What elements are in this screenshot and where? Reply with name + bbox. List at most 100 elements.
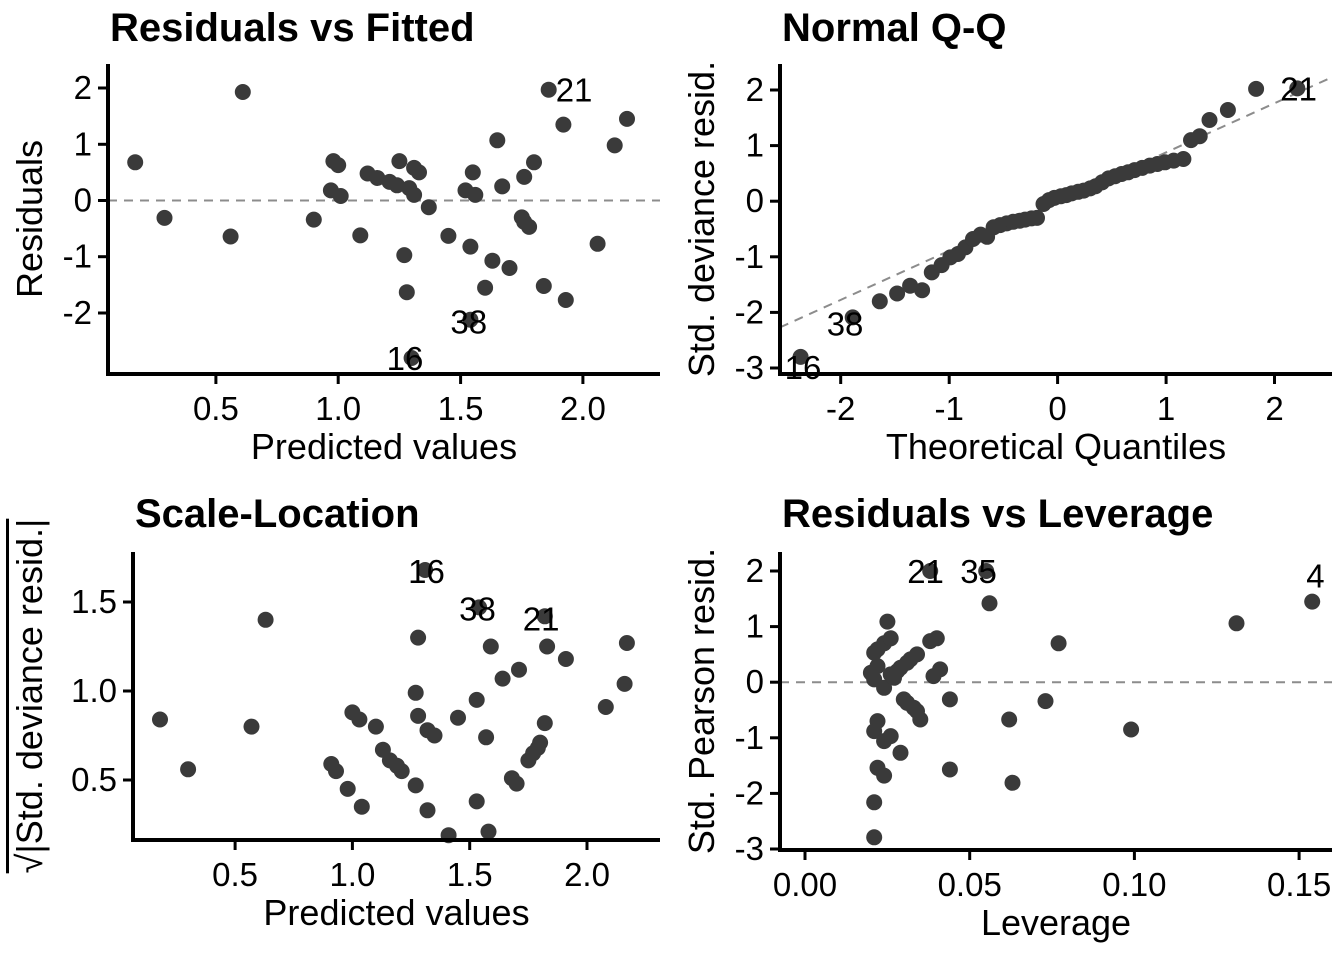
panel-scale-location: Scale-Location √|Std. deviance resid.| 1…: [0, 480, 672, 960]
data-point: [305, 211, 322, 228]
x-tick-label: 0.5: [193, 390, 239, 427]
data-point: [866, 829, 883, 846]
data-point: [494, 670, 511, 687]
data-point: [981, 595, 998, 612]
data-point: [417, 562, 434, 578]
x-tick-label: 2.0: [560, 390, 606, 427]
data-point: [978, 563, 995, 579]
y-tick-label: 1.5: [71, 583, 117, 620]
data-point: [1219, 102, 1236, 118]
data-point: [912, 711, 929, 728]
point-id-label-16: 16: [387, 340, 424, 377]
x-tick-label: 0.5: [212, 856, 258, 893]
data-point: [369, 170, 386, 186]
y-tick-label: 0: [746, 182, 764, 219]
y-tick-label: -2: [63, 294, 92, 331]
data-point: [866, 723, 883, 740]
x-axis-label: Leverage: [980, 902, 1132, 943]
data-point: [889, 285, 906, 302]
x-tick-label: 0.00: [773, 866, 837, 903]
x-tick-label: 1.5: [447, 856, 493, 893]
data-point: [468, 793, 485, 810]
y-tick-label: -1: [63, 238, 92, 275]
data-point: [351, 711, 368, 728]
data-point: [243, 718, 260, 735]
data-point: [589, 235, 606, 252]
x-axis-label: Theoretical Quantiles: [885, 426, 1227, 467]
y-tick-label: -1: [735, 719, 764, 756]
x-tick-label: 0: [1048, 390, 1066, 427]
data-point: [127, 154, 144, 171]
data-point: [511, 661, 527, 678]
data-point: [618, 635, 635, 651]
data-point: [1001, 711, 1018, 728]
data-point: [353, 798, 370, 815]
data-point: [484, 252, 501, 269]
y-tick-label: 0: [746, 663, 764, 700]
y-tick-label: 0: [74, 182, 92, 219]
data-point: [222, 228, 239, 245]
point-id-label-38: 38: [450, 304, 487, 341]
y-tick-label: 2: [74, 69, 92, 106]
panel-normal-qq: Normal Q-Q Std. deviance resid. 21 38 16 -2…: [672, 0, 1344, 480]
data-point: [516, 168, 533, 185]
data-point: [411, 164, 427, 181]
data-point: [234, 84, 251, 100]
data-point: [871, 293, 888, 310]
data-point: [536, 715, 553, 732]
data-point: [407, 684, 424, 701]
data-point: [844, 309, 861, 326]
data-point: [391, 153, 408, 170]
y-tick-label: 1: [74, 125, 92, 162]
y-tick-label: 1: [746, 127, 764, 164]
data-point: [489, 132, 506, 149]
point-id-label-16: 16: [785, 349, 822, 386]
point-id-label-21: 21: [556, 72, 593, 109]
data-point: [932, 661, 949, 678]
data-point: [1228, 615, 1245, 632]
x-axis-label: Predicted values: [250, 426, 518, 467]
data-point: [539, 638, 556, 655]
x-tick-label: 0.05: [938, 866, 1002, 903]
y-tick-label: 1.0: [71, 672, 117, 709]
data-point: [557, 292, 574, 308]
data-point: [508, 775, 525, 792]
data-point: [616, 675, 633, 692]
data-point: [410, 707, 427, 724]
data-point: [467, 186, 484, 203]
data-point: [403, 350, 420, 366]
panel-title: Normal Q-Q: [782, 6, 1007, 50]
y-tick-label: 2: [746, 71, 764, 108]
x-tick-label: 1.0: [329, 856, 375, 893]
data-point: [330, 157, 347, 174]
data-point: [532, 734, 549, 751]
data-point: [419, 802, 436, 819]
point-id-label-38: 38: [459, 590, 496, 627]
y-tick-label: -2: [735, 774, 764, 811]
plot-area-residuals-vs-fitted: 21 38 16 0.5 1.0 1.5 2.0 -2 -1 0 1 2: [63, 64, 660, 427]
data-point: [464, 164, 481, 181]
x-tick-label: -2: [826, 390, 855, 427]
data-point: [928, 630, 945, 647]
data-point: [1037, 693, 1054, 710]
data-point: [1191, 128, 1208, 145]
data-point: [332, 188, 349, 204]
data-point: [482, 638, 499, 655]
data-point: [180, 761, 197, 778]
data-point: [882, 630, 899, 647]
data-point: [526, 154, 542, 171]
data-point: [328, 763, 344, 780]
x-tick-label: 0.10: [1102, 866, 1166, 903]
data-point: [1029, 209, 1045, 226]
data-point: [389, 177, 405, 194]
data-point: [462, 311, 479, 328]
y-tick-label: 1: [746, 608, 764, 645]
data-point: [597, 699, 614, 715]
data-point: [450, 709, 466, 726]
data-point: [480, 823, 497, 840]
data-point: [879, 613, 896, 630]
data-point: [909, 646, 925, 663]
data-point: [501, 260, 518, 276]
